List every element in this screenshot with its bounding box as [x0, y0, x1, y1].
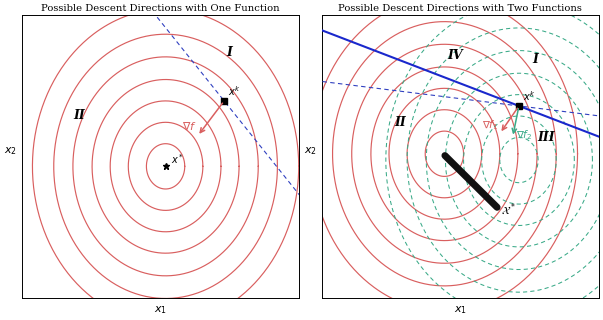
Text: I: I	[533, 53, 538, 66]
Text: I: I	[226, 46, 232, 59]
Text: III: III	[537, 131, 555, 144]
Text: $\mathcal{X}^*$: $\mathcal{X}^*$	[501, 201, 516, 217]
Y-axis label: $x_2$: $x_2$	[4, 145, 17, 157]
Title: Possible Descent Directions with Two Functions: Possible Descent Directions with Two Fun…	[338, 4, 582, 13]
X-axis label: $x_1$: $x_1$	[454, 304, 467, 316]
Y-axis label: $x_2$: $x_2$	[305, 145, 317, 157]
Text: $\nabla f_1$: $\nabla f_1$	[482, 119, 498, 132]
Text: $\nabla f$: $\nabla f$	[182, 120, 197, 132]
Title: Possible Descent Directions with One Function: Possible Descent Directions with One Fun…	[41, 4, 280, 13]
Text: $x^k$: $x^k$	[523, 89, 535, 103]
Text: II: II	[394, 116, 406, 129]
Text: II: II	[73, 108, 84, 122]
Text: $x^k$: $x^k$	[228, 84, 241, 98]
X-axis label: $x_1$: $x_1$	[154, 304, 167, 316]
Text: $x^*$: $x^*$	[171, 152, 184, 166]
Text: $\nabla f_2$: $\nabla f_2$	[516, 129, 532, 142]
Text: IV: IV	[447, 49, 463, 62]
